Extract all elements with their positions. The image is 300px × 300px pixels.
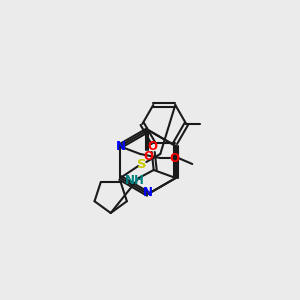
Text: O: O <box>148 140 158 152</box>
Text: O: O <box>169 152 179 164</box>
Text: O: O <box>143 149 153 163</box>
Text: N: N <box>116 140 126 154</box>
Text: N: N <box>143 187 153 200</box>
Text: S: S <box>137 158 147 170</box>
Text: NH: NH <box>125 173 145 187</box>
